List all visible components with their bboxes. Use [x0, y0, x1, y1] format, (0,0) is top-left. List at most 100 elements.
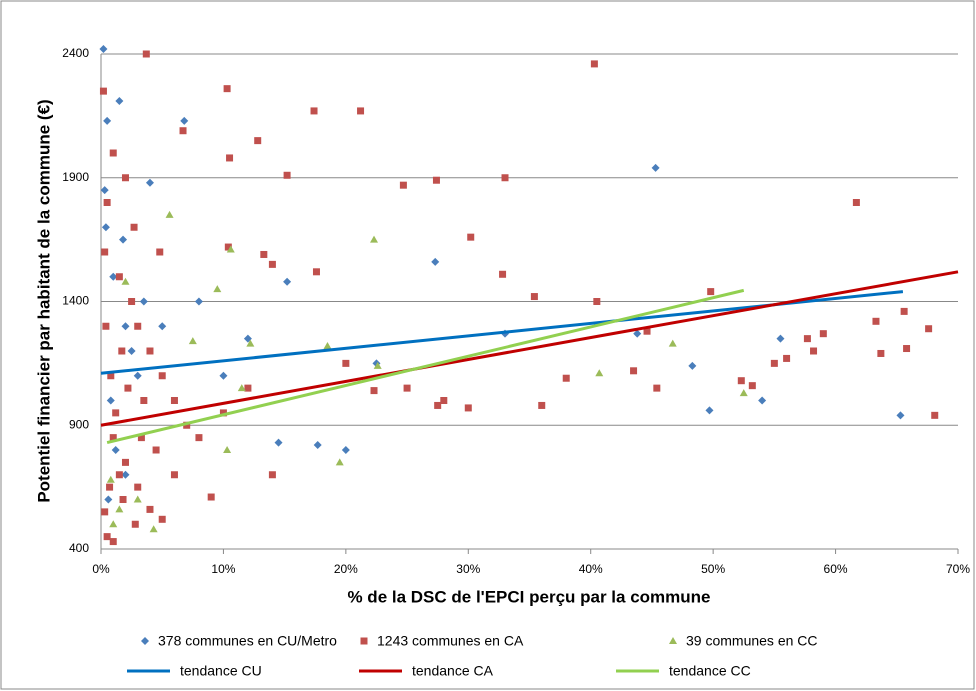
data-point	[137, 434, 145, 442]
x-tick-label: 30%	[456, 562, 480, 576]
data-point	[121, 458, 129, 466]
data-point	[149, 525, 158, 533]
legend-label: 39 communes en CC	[686, 633, 818, 649]
data-point	[260, 250, 268, 258]
data-point	[109, 434, 117, 442]
data-point	[370, 235, 379, 243]
legend-marker	[360, 637, 368, 645]
data-point	[121, 277, 130, 285]
data-point	[183, 421, 191, 429]
data-point	[440, 397, 448, 404]
data-point	[156, 248, 164, 256]
data-point	[146, 347, 154, 355]
data-point	[758, 396, 767, 405]
data-point	[776, 334, 785, 343]
data-point	[106, 475, 115, 483]
data-point	[237, 384, 246, 392]
data-point	[739, 389, 748, 397]
data-point	[115, 471, 123, 479]
data-point	[109, 538, 117, 546]
data-point	[139, 297, 148, 306]
data-point	[99, 87, 107, 95]
data-point	[180, 116, 189, 125]
data-point	[268, 471, 276, 479]
data-point	[145, 178, 154, 187]
data-point	[115, 505, 124, 513]
data-point	[109, 520, 118, 528]
legend-marker	[141, 637, 149, 645]
x-tick-label: 20%	[334, 562, 358, 576]
data-point	[530, 293, 538, 301]
data-point	[431, 257, 440, 266]
data-point	[323, 342, 332, 350]
data-point	[342, 359, 350, 367]
data-point	[226, 245, 235, 253]
data-point	[124, 384, 132, 392]
data-point	[668, 339, 677, 347]
data-point	[152, 446, 160, 454]
data-point	[102, 322, 110, 330]
data-point	[633, 329, 642, 338]
data-point	[99, 45, 108, 54]
data-point	[118, 347, 126, 355]
data-point	[593, 298, 601, 305]
data-point	[158, 322, 167, 331]
data-point	[900, 307, 908, 315]
data-point	[357, 107, 365, 115]
data-point	[109, 272, 118, 281]
data-point	[158, 372, 166, 380]
data-point	[103, 533, 111, 541]
data-point	[399, 181, 407, 189]
data-point	[121, 470, 130, 479]
data-point	[104, 495, 113, 504]
data-point	[268, 260, 276, 268]
data-point	[770, 359, 778, 367]
data-point	[115, 97, 124, 106]
data-point	[783, 354, 791, 362]
y-tick-label: 2400	[62, 46, 89, 60]
data-point	[106, 483, 114, 491]
data-point	[119, 235, 128, 244]
legend-label: 1243 communes en CA	[377, 633, 524, 649]
data-point	[370, 387, 378, 395]
data-point	[244, 384, 252, 392]
data-point	[121, 174, 129, 182]
data-point	[877, 349, 885, 357]
x-axis-title: % de la DSC de l'EPCI perçu par la commu…	[347, 587, 710, 606]
data-point	[128, 298, 136, 305]
data-point	[121, 322, 130, 331]
data-point	[140, 397, 148, 404]
x-tick-label: 10%	[211, 562, 235, 576]
data-point	[283, 171, 291, 179]
data-point	[133, 495, 142, 503]
data-point	[643, 327, 651, 335]
x-tick-label: 40%	[579, 562, 603, 576]
data-point	[707, 288, 715, 296]
data-point	[131, 520, 139, 528]
x-tick-label: 60%	[824, 562, 848, 576]
data-point	[119, 496, 127, 503]
data-point	[112, 409, 120, 417]
data-point	[246, 339, 255, 347]
trend-line	[100, 270, 959, 427]
data-point	[313, 441, 322, 450]
data-point	[501, 174, 509, 182]
data-point	[134, 322, 142, 330]
data-point	[499, 270, 507, 278]
data-point	[925, 325, 933, 333]
data-point	[103, 116, 112, 125]
data-point	[127, 347, 136, 355]
data-point	[101, 248, 109, 256]
data-point	[224, 243, 232, 251]
data-point	[165, 210, 174, 218]
data-point	[223, 85, 231, 93]
y-tick-label: 1400	[62, 294, 89, 308]
data-point	[188, 337, 197, 345]
data-point	[219, 371, 228, 380]
data-point	[464, 404, 472, 412]
data-point	[335, 458, 344, 466]
data-point	[207, 493, 215, 501]
data-point	[931, 411, 939, 419]
data-point	[223, 446, 232, 453]
